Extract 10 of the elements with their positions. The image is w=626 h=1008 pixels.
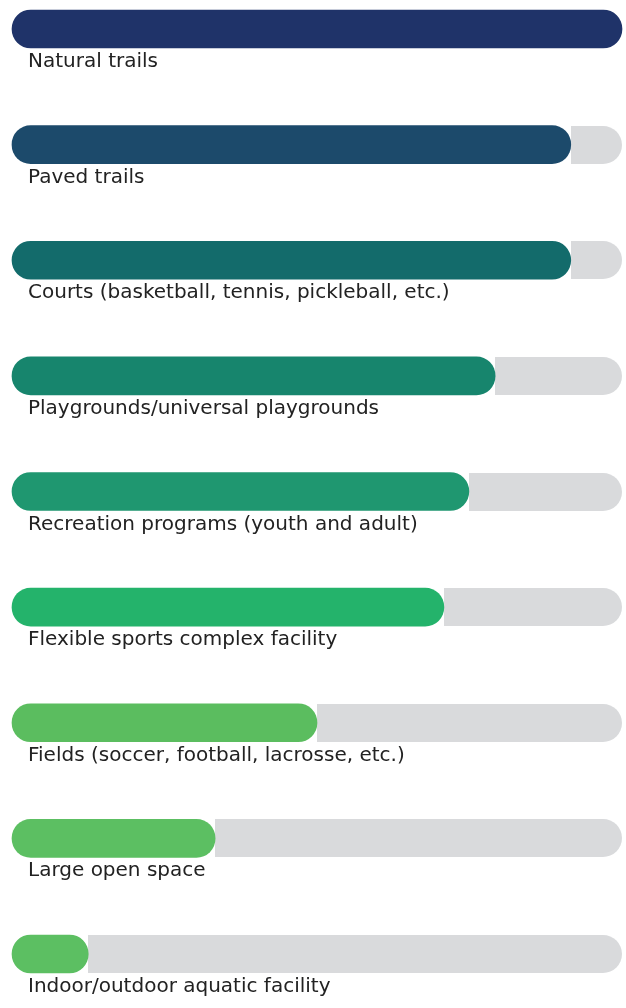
y-tick-label: Recreation programs (youth and adult) [28,510,418,535]
y-tick-label: Courts (basketball, tennis, pickleball, etc.) [28,279,450,304]
y-tick-label: Flexible sports complex facility [28,626,338,651]
bar [11,9,623,49]
y-tick-label: Fields (soccer, football, lacrosse, etc.) [28,741,405,766]
y-tick-label: Paved trails [28,163,145,188]
y-tick-label: Indoor/outdoor aquatic facility [28,973,331,997]
y-tick-label: Playgrounds/universal playgrounds [28,394,380,419]
y-tick-label: Large open space [28,857,206,882]
y-tick-label: Natural trails [28,48,158,72]
